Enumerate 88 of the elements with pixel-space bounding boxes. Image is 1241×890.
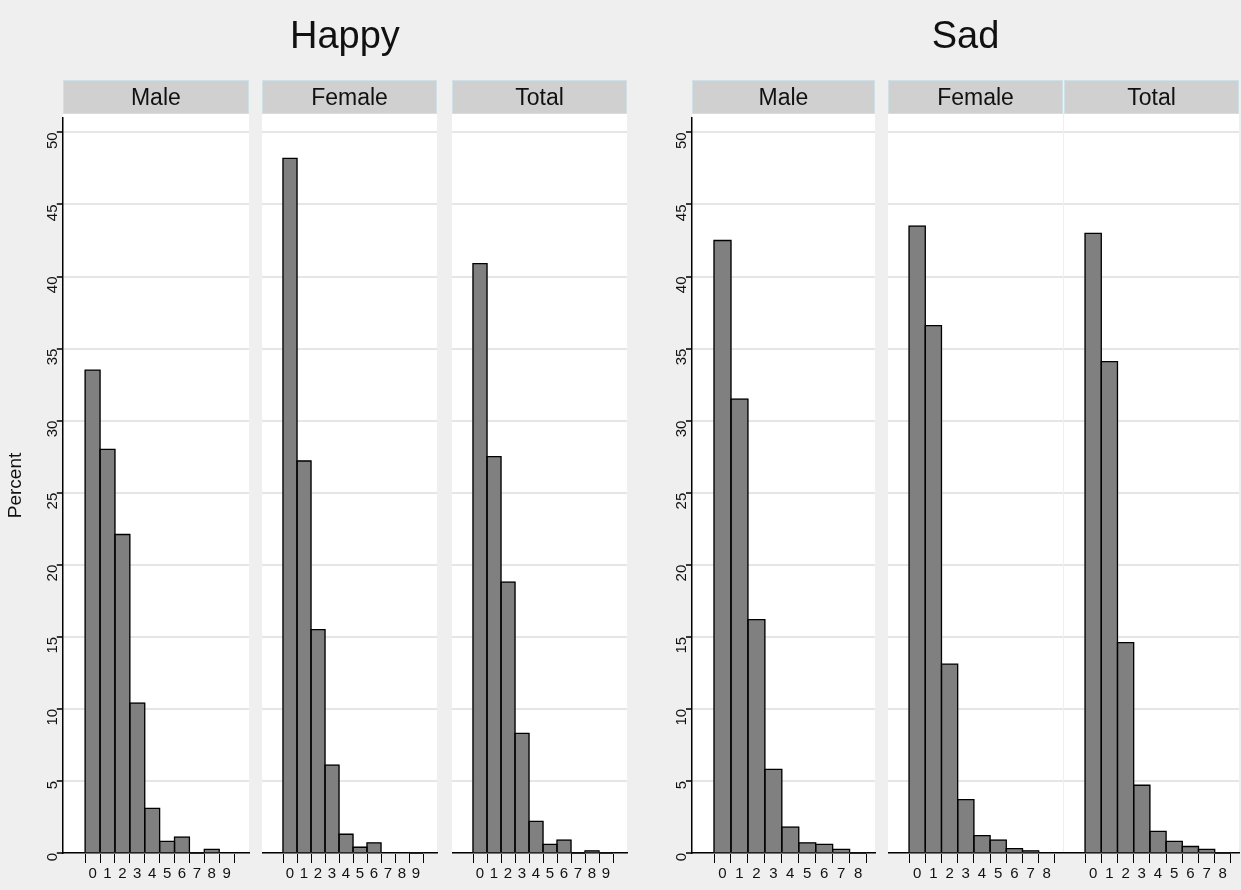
text: Sad	[931, 14, 1000, 57]
y-tick-label: 35	[42, 348, 60, 366]
x-tick-label: 3	[133, 864, 142, 882]
x-tick-label: 1	[735, 864, 744, 882]
y-tick-label: 45	[672, 204, 690, 222]
x-tick-label: 5	[803, 864, 812, 882]
x-tick-label: 7	[1026, 864, 1035, 882]
x-tick-label: 1	[1105, 864, 1114, 882]
x-tick-label: 2	[503, 864, 513, 882]
x-tick-label: 7	[383, 864, 393, 882]
x-tick-label: 6	[177, 864, 187, 882]
x-tick-label: 8	[207, 864, 216, 882]
x-tick-label: 8	[1218, 864, 1227, 882]
y-tick-label: 10	[42, 708, 60, 726]
x-tick-label: 5	[1170, 864, 1179, 882]
x-tick-label: 3	[769, 864, 778, 882]
y-tick-label: 40	[672, 276, 690, 294]
x-tick-label: 4	[341, 864, 351, 882]
x-tick-label: 2	[1121, 864, 1130, 882]
text: Happy	[289, 14, 400, 57]
x-tick-label: 2	[945, 864, 954, 882]
x-tick-label: 9	[222, 864, 231, 882]
x-tick-label: 4	[531, 864, 541, 882]
chart-subtitle: Total	[1064, 80, 1239, 114]
x-tick-label: 1	[299, 864, 309, 882]
chart-subtitle: Total	[452, 80, 627, 114]
y-tick-label: 50	[42, 132, 60, 150]
y-tick-label: 25	[672, 492, 690, 510]
y-tick-label: 45	[42, 204, 60, 222]
x-tick-label: 0	[475, 864, 485, 882]
y-tick-label: 15	[672, 636, 690, 654]
y-tick-label: 0	[42, 853, 60, 862]
x-tick-label: 0	[912, 864, 922, 882]
x-tick-label: 4	[977, 864, 987, 882]
chart-subtitle: Female	[888, 80, 1063, 114]
y-tick-label: 25	[42, 492, 60, 510]
x-tick-label: 0	[718, 864, 727, 882]
y-tick-label: 40	[42, 276, 60, 294]
x-tick-label: 9	[601, 864, 611, 882]
x-tick-label: 2	[118, 864, 127, 882]
x-tick-label: 3	[1137, 864, 1146, 882]
y-axis-title: Percent	[3, 452, 25, 519]
x-tick-label: 4	[786, 864, 795, 882]
x-tick-label: 1	[489, 864, 499, 882]
x-tick-label: 7	[192, 864, 202, 882]
y-tick-label: 20	[672, 564, 690, 582]
y-tick-label: 5	[672, 780, 690, 790]
y-tick-label: 0	[672, 853, 690, 862]
x-tick-label: 2	[313, 864, 323, 882]
x-tick-label: 5	[545, 864, 555, 882]
x-tick-label: 6	[1010, 864, 1019, 882]
x-tick-label: 8	[1042, 864, 1051, 882]
x-tick-label: 6	[1186, 864, 1195, 882]
y-tick-label: 30	[42, 420, 60, 438]
x-tick-label: 8	[397, 864, 407, 882]
x-tick-label: 6	[819, 864, 829, 882]
x-tick-label: 2	[752, 864, 761, 882]
x-tick-label: 8	[587, 864, 597, 882]
y-tick-label: 10	[672, 708, 690, 726]
x-tick-label: 0	[285, 864, 295, 882]
x-tick-label: 4	[148, 864, 157, 882]
x-tick-label: 7	[836, 864, 846, 882]
x-tick-label: 9	[411, 864, 421, 882]
x-tick-label: 3	[961, 864, 970, 882]
x-tick-label: 5	[355, 864, 365, 882]
x-tick-label: 6	[369, 864, 379, 882]
chart-subtitle: Male	[692, 80, 875, 114]
chart-subtitle: Female	[262, 80, 437, 114]
y-tick-label: 15	[42, 636, 60, 654]
y-tick-label: 30	[672, 420, 690, 438]
y-tick-label: 50	[672, 132, 690, 150]
x-tick-label: 0	[1088, 864, 1098, 882]
x-tick-label: 4	[1153, 864, 1163, 882]
x-tick-label: 7	[573, 864, 583, 882]
x-tick-label: 0	[88, 864, 97, 882]
y-tick-label: 20	[42, 564, 60, 582]
y-tick-label: 35	[672, 348, 690, 366]
x-tick-label: 5	[162, 864, 172, 882]
y-tick-label: 5	[42, 780, 60, 790]
x-tick-label: 7	[1202, 864, 1211, 882]
chart-subtitle: Male	[62, 80, 249, 114]
x-tick-label: 1	[929, 864, 938, 882]
x-tick-label: 1	[103, 864, 112, 882]
x-tick-label: 8	[853, 864, 863, 882]
x-tick-label: 3	[327, 864, 337, 882]
x-tick-label: 6	[559, 864, 569, 882]
x-tick-label: 5	[994, 864, 1003, 882]
x-tick-label: 3	[517, 864, 527, 882]
